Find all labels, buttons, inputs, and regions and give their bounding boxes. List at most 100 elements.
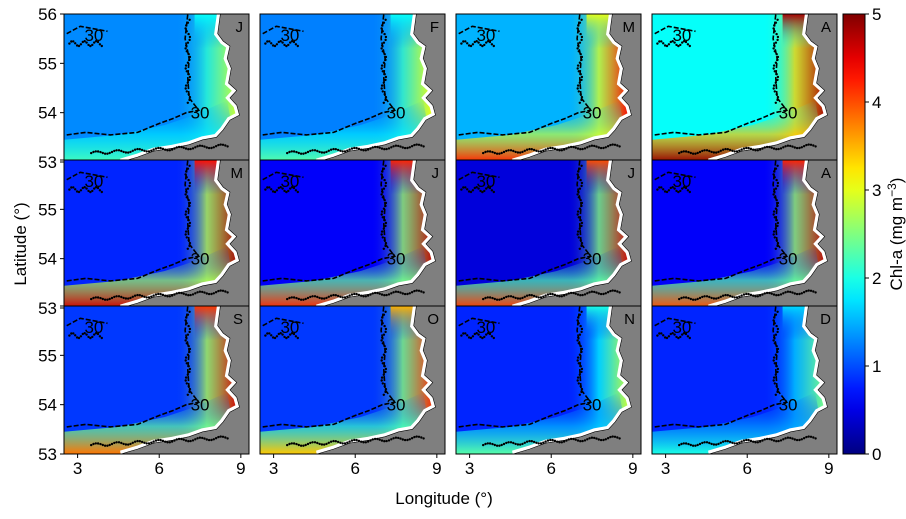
isobath-30 [654, 306, 789, 428]
shoal-marker [226, 145, 229, 148]
shoal-marker [157, 146, 160, 150]
shoal-marker [578, 167, 582, 170]
shoal-marker [415, 143, 418, 146]
shoal-marker [791, 291, 794, 294]
shoal-marker [483, 189, 486, 193]
shoal-marker [758, 148, 762, 151]
shoal-marker [776, 387, 780, 391]
x-tick-label: 6 [546, 459, 555, 478]
shoal-marker [467, 44, 471, 47]
shoal-marker [606, 145, 610, 148]
map-panel: 30 30 S [60, 305, 250, 458]
shoal-marker [721, 440, 725, 443]
shoal-marker [364, 441, 367, 444]
shoal-marker [384, 327, 388, 331]
shoal-marker [745, 146, 748, 150]
shoal-marker [576, 67, 579, 70]
shoal-marker [89, 44, 92, 48]
shoal-marker [708, 149, 711, 153]
shoal-marker [532, 148, 536, 152]
shoal-marker [299, 444, 303, 447]
shoal-marker [350, 293, 354, 296]
shoal-marker [482, 297, 485, 301]
shoal-marker [694, 152, 697, 155]
shoal-marker [152, 440, 155, 443]
shoal-marker [544, 148, 547, 151]
shoal-marker [473, 186, 476, 190]
shoal-marker [578, 81, 581, 85]
shoal-marker [493, 297, 496, 301]
x-axis-title: Longitude (°) [395, 489, 493, 508]
shoal-marker [384, 390, 387, 394]
shoal-marker [188, 75, 192, 79]
shoal-marker [486, 150, 489, 153]
shoal-marker [113, 295, 116, 299]
shoal-marker [380, 379, 383, 382]
shoal-marker [390, 292, 393, 295]
shoal-marker [188, 98, 191, 102]
shoal-marker [611, 143, 614, 146]
shoal-marker [381, 44, 384, 47]
shoal-marker [580, 204, 583, 208]
shoal-marker [387, 439, 391, 442]
shoal-marker [332, 293, 335, 297]
contour-label: 30 [476, 172, 495, 191]
shoal-marker [484, 296, 487, 300]
shoal-marker [196, 291, 199, 294]
shoal-marker [390, 146, 393, 149]
shoal-marker [602, 146, 605, 150]
shoal-marker [286, 297, 289, 301]
shoal-marker [549, 292, 552, 296]
shoal-marker [221, 435, 225, 438]
shoal-marker [184, 233, 187, 236]
shoal-marker [523, 295, 526, 298]
shoal-marker [285, 190, 288, 194]
shoal-marker [776, 224, 779, 228]
shoal-marker [773, 196, 776, 199]
shoal-marker [669, 332, 672, 336]
shoal-marker [403, 438, 407, 442]
shoal-marker [679, 43, 682, 47]
shoal-marker [182, 438, 185, 441]
shoal-marker [77, 336, 81, 340]
shoal-marker [776, 184, 779, 188]
shoal-marker [544, 294, 547, 297]
shoal-marker [761, 293, 764, 296]
shoal-marker [774, 333, 778, 336]
shoal-marker [576, 376, 580, 379]
shoal-marker [675, 43, 678, 47]
shoal-marker [569, 437, 573, 441]
shoal-marker [742, 147, 746, 150]
shoal-marker [96, 150, 100, 153]
shoal-marker [775, 324, 778, 328]
shoal-marker [688, 190, 691, 194]
shoal-marker [669, 40, 672, 44]
shoal-marker [184, 193, 187, 196]
shoal-marker [384, 18, 387, 21]
shoal-marker [691, 444, 695, 447]
shoal-marker [765, 437, 769, 441]
shoal-marker [681, 187, 684, 190]
shoal-marker [667, 189, 671, 192]
shoal-marker [579, 219, 582, 222]
shoal-marker [170, 440, 174, 443]
shoal-marker [188, 164, 191, 167]
shoal-marker [180, 145, 183, 149]
shoal-marker [481, 336, 484, 340]
shoal-marker [408, 146, 411, 149]
shoal-marker [383, 239, 386, 242]
shoal-marker [682, 150, 685, 153]
shoal-marker [733, 442, 736, 445]
shoal-marker [184, 213, 187, 216]
shoal-marker [399, 145, 402, 148]
contour-label: 30 [191, 396, 210, 415]
shoal-marker [129, 442, 132, 446]
shoal-marker [776, 201, 780, 205]
contour-label: 30 [280, 318, 299, 337]
shoal-marker [205, 146, 208, 149]
shoal-marker [772, 210, 776, 213]
shoal-marker [380, 293, 384, 296]
shoal-marker [535, 149, 538, 152]
shoal-marker [588, 145, 591, 148]
